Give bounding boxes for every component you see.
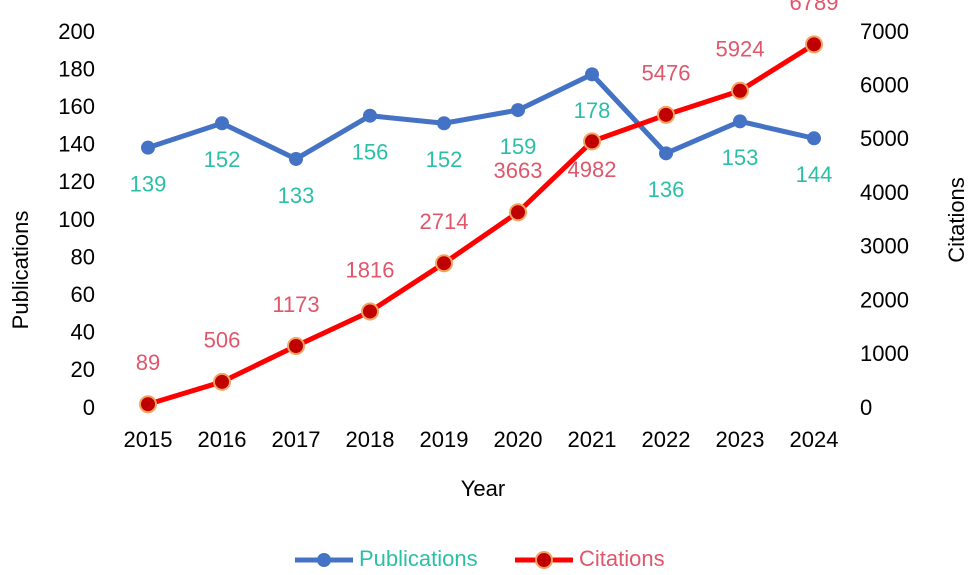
point (583, 132, 601, 151)
data-label: 4982 (568, 157, 617, 182)
y2-tick-label: 1000 (860, 341, 909, 366)
series-line (147, 42, 816, 407)
data-label: 506 (204, 328, 241, 353)
series-line (147, 71, 815, 162)
y-axis-title: Publications (8, 211, 33, 330)
point (215, 116, 229, 131)
y2-axis-title: Citations (944, 177, 969, 263)
y-tick-label: 20 (71, 357, 95, 382)
point (437, 116, 451, 131)
point (141, 140, 155, 155)
data-label: 152 (204, 147, 241, 172)
y2-tick-label: 5000 (860, 126, 909, 151)
point (585, 67, 599, 82)
point (509, 203, 527, 222)
point (435, 254, 453, 273)
y2-tick-label: 2000 (860, 287, 909, 312)
x-tick-label: 2018 (346, 427, 395, 452)
data-label: 89 (136, 350, 160, 375)
y-tick-label: 60 (71, 282, 95, 307)
data-label: 152 (426, 147, 463, 172)
legend-label: Publications (359, 546, 478, 571)
y-tick-label: 80 (71, 244, 95, 269)
y-tick-label: 200 (58, 19, 95, 44)
y-tick-label: 180 (58, 56, 95, 81)
data-label: 144 (796, 162, 833, 187)
data-label: 6789 (790, 0, 839, 15)
x-tick-label: 2015 (124, 427, 173, 452)
data-label: 5476 (642, 61, 691, 86)
data-label: 1816 (346, 257, 395, 282)
y-tick-label: 40 (71, 320, 95, 345)
y-tick-label: 100 (58, 207, 95, 232)
x-tick-label: 2017 (272, 427, 321, 452)
y-tick-label: 120 (58, 169, 95, 194)
x-axis-title: Year (461, 476, 505, 501)
x-tick-label: 2024 (790, 427, 839, 452)
y2-tick-label: 0 (860, 395, 872, 420)
data-label: 156 (352, 140, 389, 165)
data-label: 139 (130, 171, 167, 196)
point (511, 103, 525, 118)
point (807, 131, 821, 146)
data-label: 1173 (272, 292, 319, 317)
point (657, 105, 675, 124)
point (213, 372, 231, 391)
data-label: 178 (574, 98, 611, 123)
point (731, 81, 749, 100)
legend-label: Citations (579, 546, 665, 571)
point (733, 114, 747, 129)
point (139, 395, 157, 414)
y-tick-label: 0 (83, 395, 95, 420)
y2-tick-label: 7000 (860, 19, 909, 44)
data-label: 133 (278, 183, 315, 208)
data-label: 5924 (716, 37, 765, 62)
point (289, 151, 303, 166)
point (361, 302, 379, 321)
data-label: 2714 (420, 209, 469, 234)
y-tick-label: 140 (58, 132, 95, 157)
x-tick-label: 2022 (642, 427, 691, 452)
data-label: 159 (500, 134, 537, 159)
legend-marker (317, 553, 331, 567)
data-label: 153 (722, 145, 759, 170)
point (363, 108, 377, 123)
x-tick-label: 2016 (198, 427, 247, 452)
point (805, 35, 823, 54)
point (659, 146, 673, 161)
x-tick-label: 2023 (716, 427, 765, 452)
data-label: 136 (648, 177, 685, 202)
x-tick-label: 2020 (494, 427, 543, 452)
x-tick-label: 2021 (568, 427, 617, 452)
y2-tick-label: 6000 (860, 73, 909, 98)
y2-tick-label: 3000 (860, 234, 909, 259)
x-tick-label: 2019 (420, 427, 469, 452)
point (287, 336, 305, 355)
y-tick-label: 160 (58, 94, 95, 119)
data-label: 3663 (494, 158, 543, 183)
y2-tick-label: 4000 (860, 180, 909, 205)
legend-marker (535, 551, 553, 569)
